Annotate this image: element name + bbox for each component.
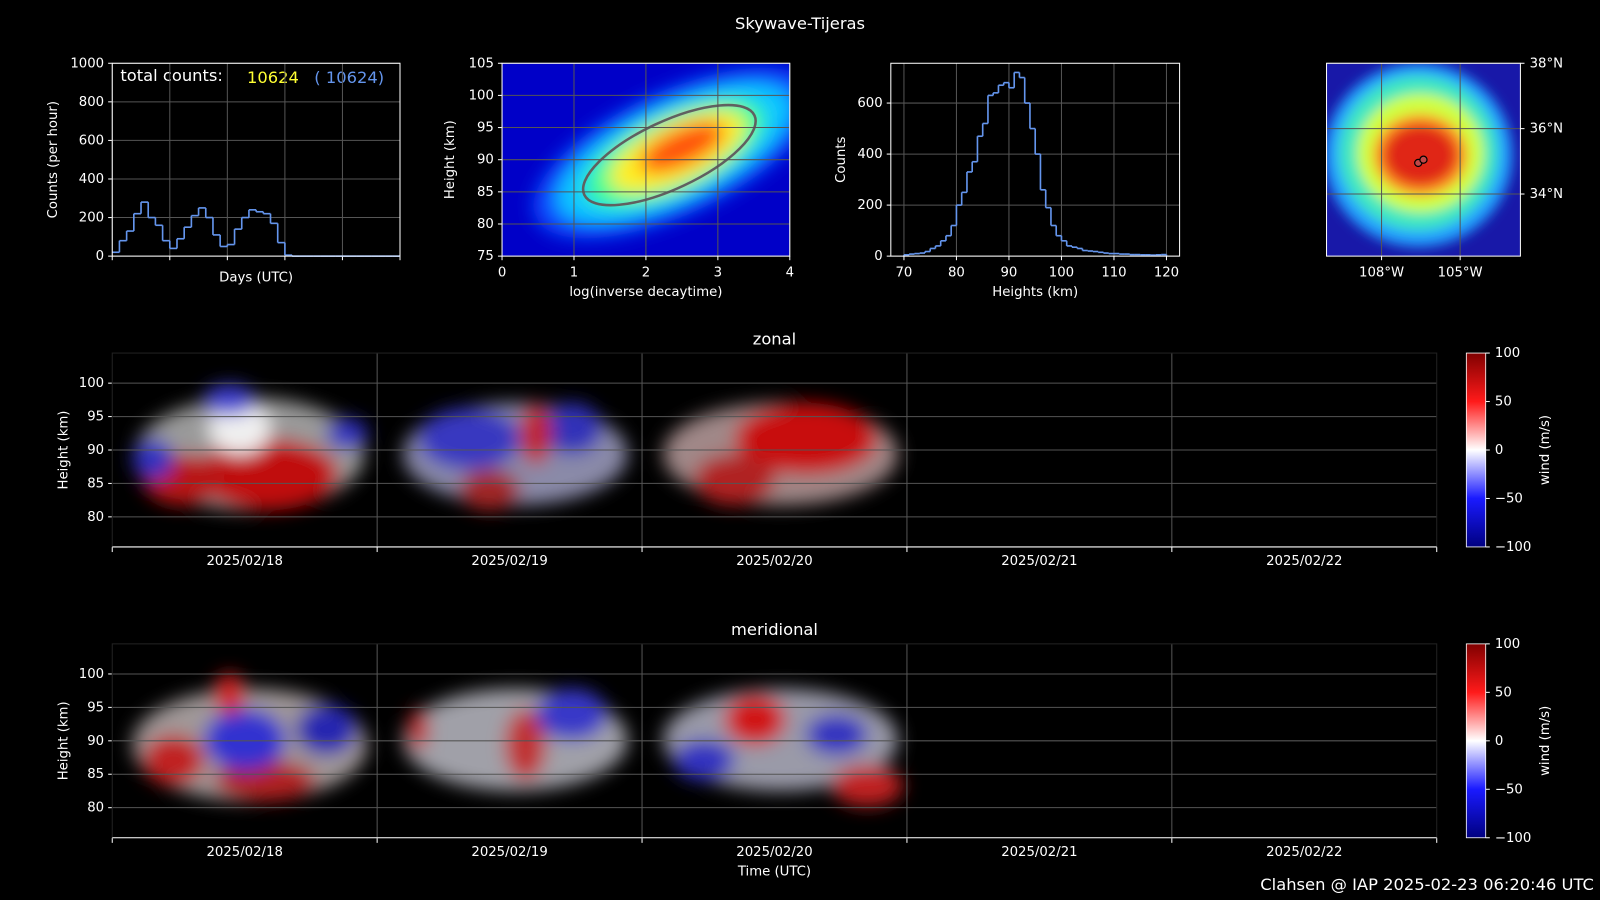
x-tick-label: 2025/02/22 [1266, 554, 1342, 569]
y-tick-label: 38°N [1530, 56, 1563, 71]
meridional-image [132, 673, 904, 807]
y-tick-label: 90 [477, 153, 494, 168]
colorbar-tick-label: 50 [1495, 685, 1512, 700]
y-tick-label: 600 [857, 96, 882, 111]
footer: Clahsen @ IAP 2025-02-23 06:20:46 UTC [1260, 875, 1594, 894]
total-counts: 10624 [247, 68, 299, 87]
x-tick-label: 120 [1154, 265, 1179, 280]
y-tick-label: 100 [469, 88, 494, 103]
y-tick-label: 200 [79, 211, 104, 226]
y-tick-label: 400 [79, 172, 104, 187]
y-tick-label: 34°N [1530, 187, 1563, 202]
station [1419, 155, 1428, 164]
y-tick-label: 85 [477, 185, 494, 200]
colorbar [1465, 643, 1487, 839]
y-tick-label: 80 [477, 217, 494, 232]
x-tick-label: 4 [786, 265, 794, 280]
x-tick-label: 2025/02/20 [736, 554, 812, 569]
y-axis-label: Counts (per hour) [46, 101, 61, 218]
y-tick-label: 36°N [1530, 122, 1563, 137]
colorbar-label: wind (m/s) [1538, 706, 1553, 776]
x-axis-label: Days (UTC) [219, 271, 293, 286]
y-axis-label: Height (km) [443, 120, 458, 199]
y-tick-label: 95 [477, 121, 494, 136]
plot-frame [501, 62, 791, 257]
colorbar-tick-label: 100 [1495, 346, 1520, 361]
y-tick-label: 600 [79, 133, 104, 148]
y-tick-label: 85 [87, 767, 104, 782]
x-tick-label: 2025/02/21 [1001, 845, 1077, 860]
y-tick-label: 80 [87, 801, 104, 816]
x-axis-label: Time (UTC) [737, 864, 811, 879]
x-tick-label: 2025/02/22 [1266, 845, 1342, 860]
x-tick-label: 80 [948, 265, 965, 280]
x-axis-label: log(inverse decaytime) [569, 285, 722, 300]
colorbar-tick-label: 0 [1495, 443, 1503, 458]
figure-title: Skywave-Tijeras [735, 14, 865, 33]
x-tick-label: 2025/02/18 [207, 845, 283, 860]
x-tick-label: 0 [498, 265, 506, 280]
y-axis-label: Counts [834, 136, 849, 182]
colorbar-tick-label: −100 [1495, 831, 1531, 846]
chart-title: zonal [753, 329, 796, 348]
plot-frame [111, 62, 401, 257]
y-tick-label: 90 [87, 734, 104, 749]
colorbar-tick-label: −100 [1495, 540, 1531, 555]
y-tick-label: 100 [79, 376, 104, 391]
colorbar [1465, 352, 1487, 548]
x-tick-label: 105°W [1438, 265, 1483, 280]
map-image [1326, 63, 1521, 257]
y-tick-label: 85 [87, 476, 104, 491]
plot-frame [1326, 62, 1521, 257]
x-tick-label: 90 [1001, 265, 1018, 280]
y-tick-label: 95 [87, 700, 104, 715]
y-tick-label: 90 [87, 443, 104, 458]
total-counts-all: ( 10624) [314, 68, 384, 87]
annotation: total counts: [120, 66, 223, 85]
colorbar-tick-label: −50 [1495, 491, 1523, 506]
colorbar-tick-label: 0 [1495, 734, 1503, 749]
x-tick-label: 2025/02/19 [471, 845, 547, 860]
chart-title: meridional [731, 620, 818, 639]
y-tick-label: 1000 [70, 56, 104, 71]
x-tick-label: 3 [714, 265, 722, 280]
y-tick-label: 800 [79, 95, 104, 110]
y-tick-label: 75 [477, 249, 494, 264]
colorbar-tick-label: −50 [1495, 782, 1523, 797]
x-axis-label: Heights (km) [992, 285, 1078, 300]
colorbar-label: wind (m/s) [1538, 415, 1553, 485]
y-tick-label: 95 [87, 410, 104, 425]
x-tick-label: 2 [642, 265, 650, 280]
x-tick-label: 70 [896, 265, 913, 280]
x-tick-label: 2025/02/19 [471, 554, 547, 569]
x-tick-label: 1 [570, 265, 578, 280]
y-tick-label: 400 [857, 147, 882, 162]
plot-frame [890, 62, 1181, 257]
y-tick-label: 200 [857, 198, 882, 213]
y-tick-label: 0 [874, 249, 882, 264]
x-tick-label: 110 [1101, 265, 1126, 280]
density-image [502, 63, 790, 257]
colorbar-tick-label: 100 [1495, 637, 1520, 652]
x-tick-label: 108°W [1359, 265, 1404, 280]
x-tick-label: 2025/02/20 [736, 845, 812, 860]
x-tick-label: 2025/02/18 [207, 554, 283, 569]
x-tick-label: 2025/02/21 [1001, 554, 1077, 569]
zonal-image [132, 384, 898, 511]
y-tick-label: 80 [87, 510, 104, 525]
y-tick-label: 100 [79, 667, 104, 682]
y-axis-label: Height (km) [56, 701, 71, 780]
x-tick-label: 100 [1049, 265, 1074, 280]
y-tick-label: 0 [96, 249, 104, 264]
y-tick-label: 105 [469, 56, 494, 71]
colorbar-tick-label: 50 [1495, 395, 1512, 410]
y-axis-label: Height (km) [56, 411, 71, 490]
